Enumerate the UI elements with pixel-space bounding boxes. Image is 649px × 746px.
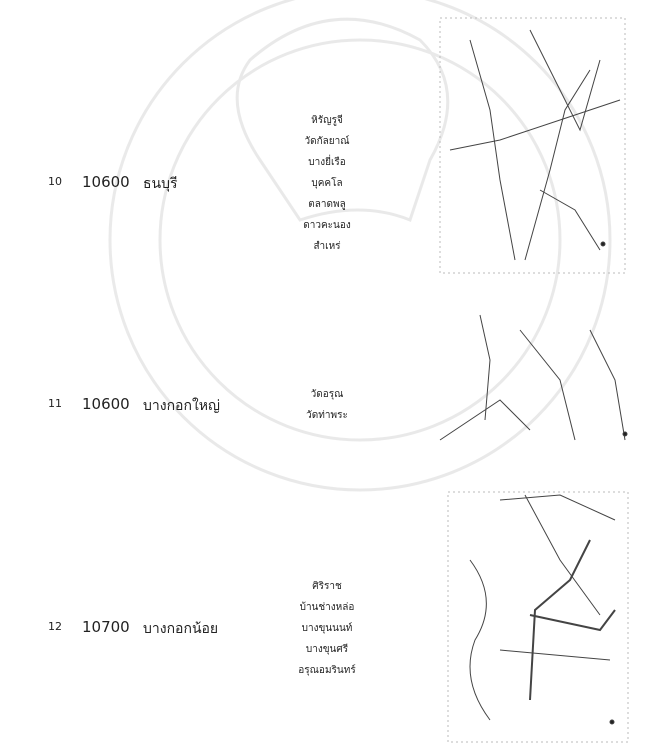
- sub-district: ตลาดพลู: [308, 198, 346, 210]
- district-name: บางกอกใหญ่: [143, 398, 220, 414]
- sub-district: ศิริราช: [312, 580, 342, 592]
- sub-district-list: วัดอรุณวัดท่าพระ: [267, 384, 387, 426]
- sub-district: บุคคโล: [311, 177, 343, 189]
- sub-district: บางขุนนนท์: [301, 622, 353, 634]
- district-name: บางกอกน้อย: [143, 621, 219, 637]
- postal-code: 10700: [82, 618, 130, 636]
- map-district-10: [439, 17, 626, 274]
- sub-district: ดาวคะนอง: [303, 219, 351, 231]
- sub-district: วัดกัลยาณ์: [304, 135, 350, 147]
- sub-district: บางยี่เรือ: [308, 156, 346, 168]
- watermark: [108, 0, 612, 492]
- sub-district: บางขุนศรี: [305, 643, 349, 655]
- postal-code: 10600: [82, 395, 130, 413]
- map-district-12: [447, 491, 629, 743]
- sub-district: อรุณอมรินทร์: [298, 664, 356, 676]
- row-number: 10: [48, 175, 62, 188]
- sub-district-list: ศิริราชบ้านช่างหล่อบางขุนนนท์บางขุนศรีอร…: [267, 576, 387, 681]
- sub-district: วัดท่าพระ: [306, 410, 348, 421]
- row-number: 12: [48, 620, 62, 633]
- row-number: 11: [48, 397, 62, 410]
- sub-district: หิรัญรูจี: [311, 114, 343, 126]
- sub-district: วัดอรุณ: [310, 389, 344, 400]
- map-district-11: [439, 314, 628, 441]
- sub-district-list: หิรัญรูจีวัดกัลยาณ์บางยี่เรือบุคคโลตลาดพ…: [267, 110, 387, 257]
- postal-code: 10600: [82, 173, 130, 191]
- sub-district: สำเหร่: [313, 240, 341, 252]
- district-name: ธนบุรี: [143, 176, 178, 192]
- sub-district: บ้านช่างหล่อ: [299, 601, 355, 613]
